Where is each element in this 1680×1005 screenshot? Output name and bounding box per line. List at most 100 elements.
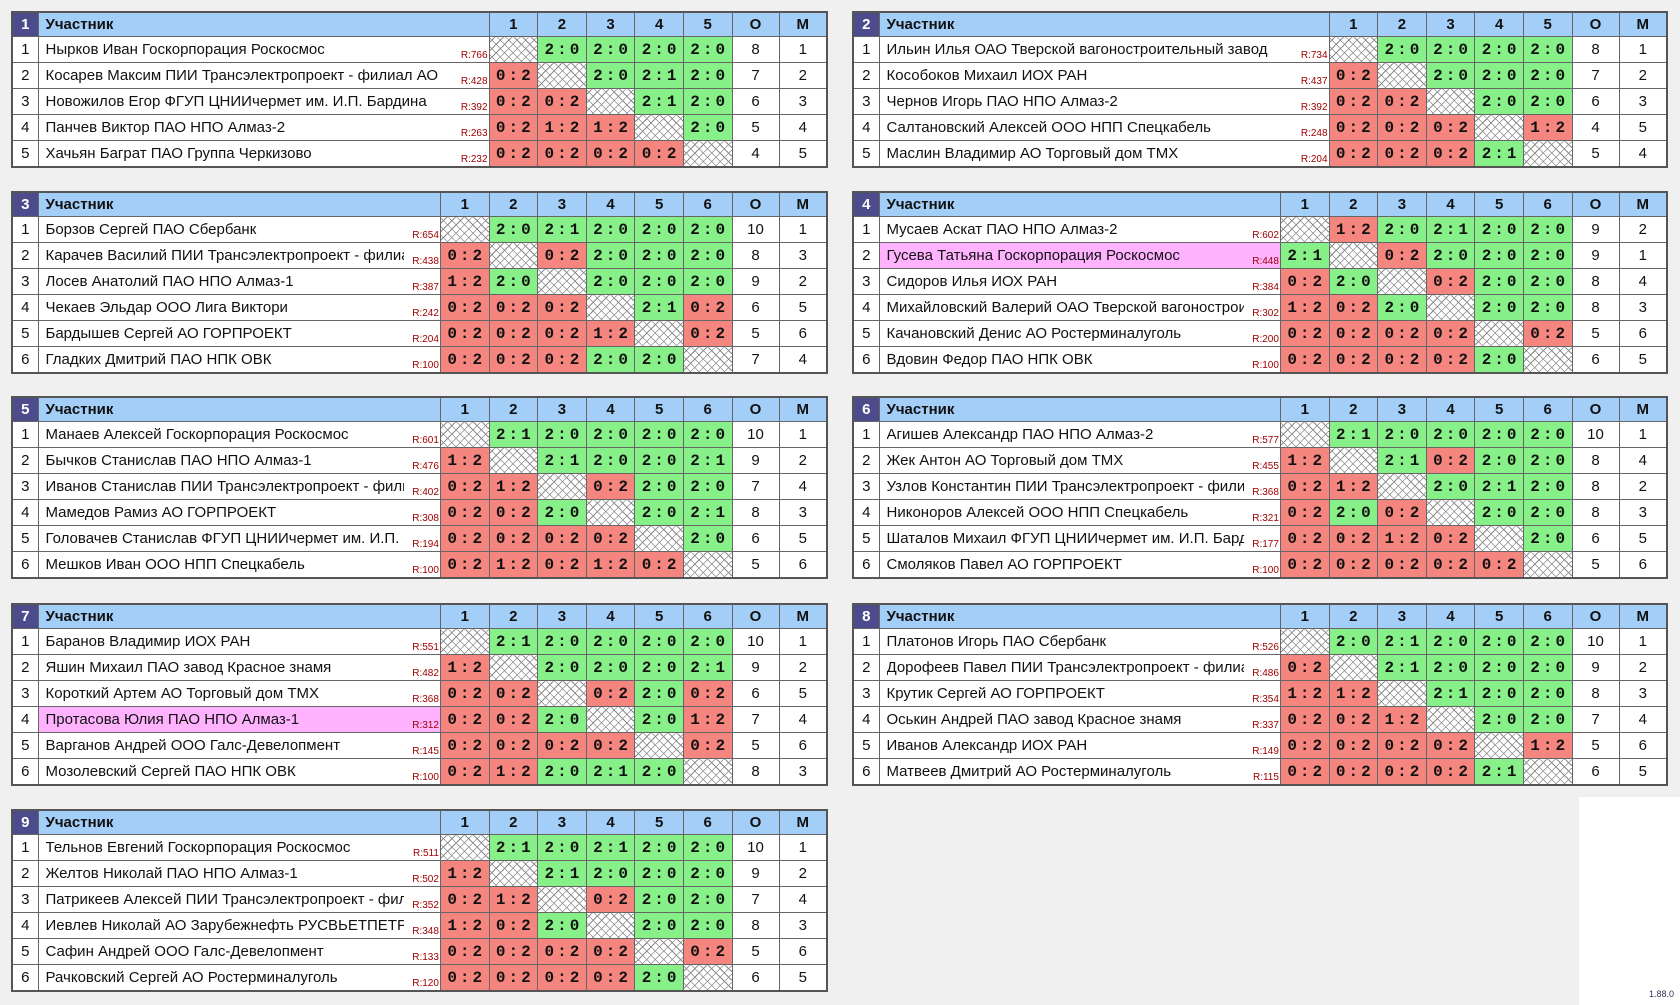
match-score[interactable]: 2:0 — [1425, 473, 1476, 500]
match-score[interactable]: 2:1 — [1474, 473, 1524, 500]
match-score[interactable]: 2:0 — [585, 421, 636, 448]
player-name[interactable]: Ильин Илья ОАО Тверской вагоностроительн… — [886, 41, 1268, 58]
match-score[interactable]: 2:1 — [1328, 421, 1379, 448]
match-score[interactable]: 2:0 — [1474, 268, 1524, 295]
match-score[interactable]: 0:2 — [488, 294, 539, 321]
match-score[interactable]: 0:2 — [537, 242, 587, 269]
match-score[interactable]: 2:0 — [537, 654, 587, 681]
match-score[interactable]: 2:0 — [634, 654, 684, 681]
match-score[interactable]: 2:1 — [634, 88, 684, 115]
match-score[interactable]: 1:2 — [1279, 680, 1330, 707]
match-score[interactable]: 0:2 — [537, 140, 587, 168]
match-score[interactable]: 0:2 — [439, 680, 490, 707]
match-score[interactable]: 2:1 — [1279, 242, 1330, 269]
player-name[interactable]: Качановский Денис АО Ростерминалуголь — [886, 325, 1182, 342]
match-score[interactable]: 2:0 — [585, 36, 636, 63]
player-name-cell[interactable]: Сафин Андрей ООО Галс-Девелопмент R:133 — [37, 938, 441, 965]
match-score[interactable]: 2:0 — [1425, 36, 1476, 63]
player-name[interactable]: Кособоков Михаил ИОХ РАН — [886, 67, 1088, 84]
player-name[interactable]: Лосев Анатолий ПАО НПО Алмаз-1 — [45, 273, 294, 290]
player-name-cell[interactable]: Иевлев Николай АО Зарубежнефть РУСВЬЕТПЕ… — [37, 912, 441, 939]
player-name-cell[interactable]: Варганов Андрей ООО Галс-Девелопмент R:14… — [37, 732, 441, 759]
match-score[interactable]: 2:0 — [1522, 628, 1573, 655]
player-name-cell[interactable]: Мешков Иван ООО НПП Спецкабель R:100 — [37, 551, 441, 579]
match-score[interactable]: 0:2 — [488, 346, 539, 374]
match-score[interactable]: 0:2 — [488, 912, 539, 939]
match-score[interactable]: 0:2 — [585, 964, 636, 992]
match-score[interactable]: 0:2 — [1328, 732, 1379, 759]
match-score[interactable]: 0:2 — [1279, 525, 1330, 552]
match-score[interactable]: 2:1 — [1474, 758, 1524, 786]
match-score[interactable]: 2:0 — [634, 706, 684, 733]
match-score[interactable]: 0:2 — [439, 938, 490, 965]
match-score[interactable]: 0:2 — [585, 732, 636, 759]
match-score[interactable]: 0:2 — [585, 473, 636, 500]
match-score[interactable]: 2:0 — [1474, 447, 1524, 474]
match-score[interactable]: 2:0 — [585, 860, 636, 887]
match-score[interactable]: 0:2 — [1377, 732, 1427, 759]
match-score[interactable]: 0:2 — [488, 938, 539, 965]
match-score[interactable]: 2:0 — [1425, 628, 1476, 655]
match-score[interactable]: 2:0 — [1522, 294, 1573, 321]
player-name-cell[interactable]: Лосев Анатолий ПАО НПО Алмаз-1 R:387 — [37, 268, 441, 295]
player-name-cell[interactable]: Никоноров Алексей ООО НПП Спецкабель R:32… — [878, 499, 1281, 526]
match-score[interactable]: 2:0 — [1328, 499, 1379, 526]
match-score[interactable]: 0:2 — [439, 758, 490, 786]
match-score[interactable]: 0:2 — [585, 525, 636, 552]
player-name-cell[interactable]: Желтов Николай ПАО НПО Алмаз-1 R:502 — [37, 860, 441, 887]
match-score[interactable]: 0:2 — [1425, 346, 1476, 374]
match-score[interactable]: 2:0 — [634, 36, 684, 63]
match-score[interactable]: 1:2 — [1522, 732, 1573, 759]
match-score[interactable]: 2:0 — [1474, 216, 1524, 243]
player-name[interactable]: Бычков Станислав ПАО НПО Алмаз-1 — [45, 452, 312, 469]
match-score[interactable]: 2:0 — [1522, 88, 1573, 115]
player-name[interactable]: Бардышев Сергей АО ГОРПРОЕКТ — [45, 325, 292, 342]
match-score[interactable]: 2:0 — [682, 242, 733, 269]
match-score[interactable]: 2:0 — [1522, 525, 1573, 552]
player-name[interactable]: Иевлев Николай АО Зарубежнефть РУСВЬЕТПЕ… — [45, 917, 404, 934]
player-name-cell[interactable]: Иванов Станислав ПИИ Трансэлектропроект … — [37, 473, 441, 500]
player-name[interactable]: Мусаев Аскат ПАО НПО Алмаз-2 — [886, 221, 1118, 238]
player-name[interactable]: Мамедов Рамиз АО ГОРПРОЕКТ — [45, 504, 277, 521]
match-score[interactable]: 0:2 — [439, 732, 490, 759]
match-score[interactable]: 0:2 — [537, 551, 587, 579]
match-score[interactable]: 0:2 — [488, 320, 539, 347]
player-name[interactable]: Гладких Дмитрий ПАО НПК ОВК — [45, 351, 272, 368]
player-name[interactable]: Иванов Александр ИОХ РАН — [886, 737, 1088, 754]
player-name-cell[interactable]: Мусаев Аскат ПАО НПО Алмаз-2 R:602 — [878, 216, 1281, 243]
match-score[interactable]: 0:2 — [1377, 114, 1427, 141]
match-score[interactable]: 2:0 — [537, 834, 587, 861]
match-score[interactable]: 0:2 — [585, 680, 636, 707]
player-name-cell[interactable]: Ильин Илья ОАО Тверской вагоностроительн… — [878, 36, 1330, 63]
match-score[interactable]: 1:2 — [1377, 525, 1427, 552]
match-score[interactable]: 2:0 — [682, 473, 733, 500]
match-score[interactable]: 0:2 — [439, 964, 490, 992]
player-name-cell[interactable]: Бычков Станислав ПАО НПО Алмаз-1 R:476 — [37, 447, 441, 474]
match-score[interactable]: 0:2 — [1279, 499, 1330, 526]
player-name-cell[interactable]: Чекаев Эльдар ООО Лига Виктори R:242 — [37, 294, 441, 321]
player-name-cell[interactable]: Михайловский Валерий ОАО Тверской вагоно… — [878, 294, 1281, 321]
match-score[interactable]: 0:2 — [488, 706, 539, 733]
match-score[interactable]: 2:1 — [1425, 216, 1476, 243]
match-score[interactable]: 0:2 — [1279, 654, 1330, 681]
match-score[interactable]: 2:0 — [1474, 294, 1524, 321]
player-name-cell[interactable]: Маслин Владимир АО Торговый дом ТМХ R:204 — [878, 140, 1330, 168]
match-score[interactable]: 2:0 — [488, 216, 539, 243]
match-score[interactable]: 2:0 — [1522, 268, 1573, 295]
player-name-cell[interactable]: Дорофеев Павел ПИИ Трансэлектропроект - … — [878, 654, 1281, 681]
match-score[interactable]: 2:0 — [1474, 346, 1524, 374]
match-score[interactable]: 2:0 — [1425, 421, 1476, 448]
player-name-cell[interactable]: Гладких Дмитрий ПАО НПК ОВК R:100 — [37, 346, 441, 374]
match-score[interactable]: 0:2 — [439, 886, 490, 913]
match-score[interactable]: 0:2 — [682, 294, 733, 321]
match-score[interactable]: 2:0 — [634, 964, 684, 992]
match-score[interactable]: 1:2 — [488, 758, 539, 786]
match-score[interactable]: 0:2 — [488, 964, 539, 992]
match-score[interactable]: 0:2 — [1328, 88, 1379, 115]
match-score[interactable]: 0:2 — [1279, 346, 1330, 374]
match-score[interactable]: 0:2 — [439, 346, 490, 374]
player-name-cell[interactable]: Косарев Максим ПИИ Трансэлектропроект - … — [37, 62, 490, 89]
match-score[interactable]: 2:1 — [537, 216, 587, 243]
match-score[interactable]: 0:2 — [1328, 62, 1379, 89]
player-name-cell[interactable]: Манаев Алексей Госкорпорация Роскосмос R:… — [37, 421, 441, 448]
